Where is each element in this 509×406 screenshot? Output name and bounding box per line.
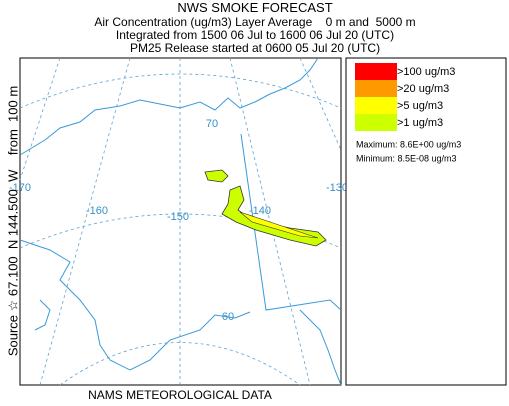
minimum: Minimum: 8.5E-08 ug/m3 <box>356 153 457 163</box>
legend-swatch <box>355 114 397 131</box>
legend: >100 ug/m3 >20 ug/m3 >5 ug/m3 >1 ug/m3 <box>355 63 455 131</box>
subtitle: Air Concentration (ug/m3) Layer Average … <box>94 15 415 29</box>
subtitle: Integrated from 1500 06 Jul to 1600 06 J… <box>116 28 394 42</box>
subtitle: PM25 Release started at 0600 05 Jul 20 (… <box>130 41 380 55</box>
longitude-label: -160 <box>86 205 108 217</box>
source-label: Source ☆ 67.100 N 144.500 W from 100 m <box>5 86 20 356</box>
legend-label: >5 ug/m3 <box>397 100 443 112</box>
longitude-label: -170 <box>9 182 31 194</box>
latitude-label: 60 <box>222 311 234 323</box>
title: NWS SMOKE FORECAST <box>177 0 332 15</box>
legend-label: >20 ug/m3 <box>397 83 449 95</box>
longitude-label: -130 <box>326 182 348 194</box>
legend-label: >1 ug/m3 <box>397 117 443 129</box>
longitude-label: -150 <box>167 211 189 223</box>
legend-swatch <box>355 97 397 114</box>
smoke-plume <box>204 169 327 247</box>
legend-swatch <box>355 63 397 80</box>
legend-swatch <box>355 80 397 97</box>
maximum: Maximum: 8.6E+00 ug/m3 <box>356 139 461 149</box>
legend-label: >100 ug/m3 <box>397 66 455 78</box>
map-frame <box>19 57 342 386</box>
footer: NAMS METEOROLOGICAL DATA <box>88 388 272 401</box>
longitude-label: -140 <box>249 205 271 217</box>
latitude-label: 70 <box>206 118 218 130</box>
